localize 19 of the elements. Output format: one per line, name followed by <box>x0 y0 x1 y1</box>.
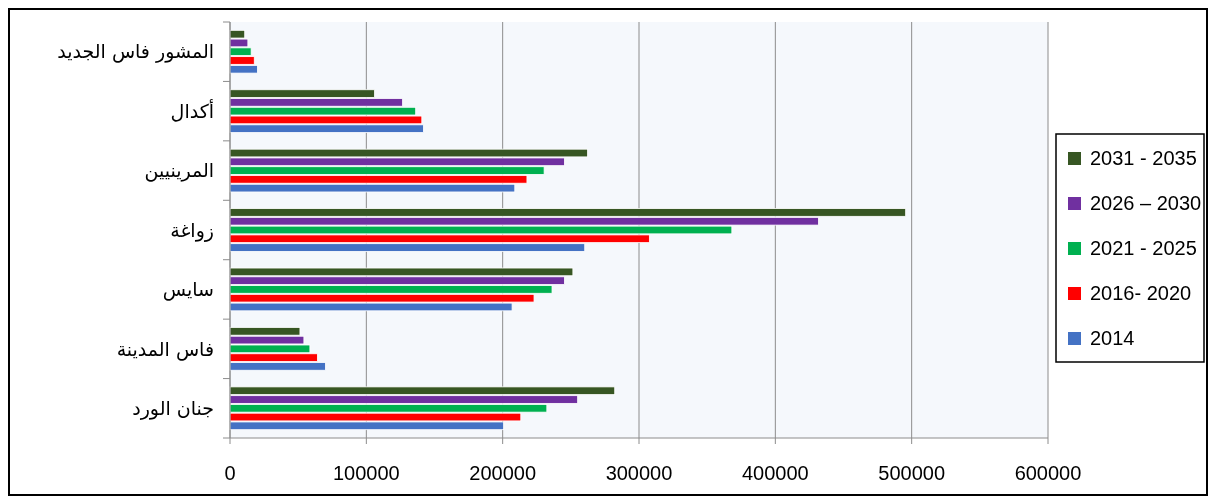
legend-label: 2016- 2020 <box>1090 282 1192 304</box>
x-tick-label: 100000 <box>332 462 400 484</box>
legend-label: 2031 - 2035 <box>1090 147 1197 169</box>
x-tick-label: 600000 <box>1014 462 1082 484</box>
x-tick-label: 0 <box>224 462 236 484</box>
y-tick-label: فاس المدينة <box>116 337 214 361</box>
x-tick-label: 200000 <box>469 462 537 484</box>
y-tick-label: سايس <box>162 278 214 302</box>
y-tick-label: المشور فاس الجديد <box>57 40 214 64</box>
y-tick-label: جنان الورد <box>132 396 214 420</box>
legend-label: 2021 - 2025 <box>1090 237 1197 259</box>
x-tick-label: 300000 <box>605 462 673 484</box>
y-tick-label: المرينيين <box>144 159 214 183</box>
y-tick-label: أكدال <box>170 98 214 122</box>
y-tick-label: زواغة <box>170 218 214 242</box>
legend-label: 2026 – 2030 <box>1090 192 1202 214</box>
x-tick-label: 500000 <box>878 462 946 484</box>
legend-label: 2014 <box>1090 327 1135 349</box>
x-tick-label: 400000 <box>741 462 809 484</box>
